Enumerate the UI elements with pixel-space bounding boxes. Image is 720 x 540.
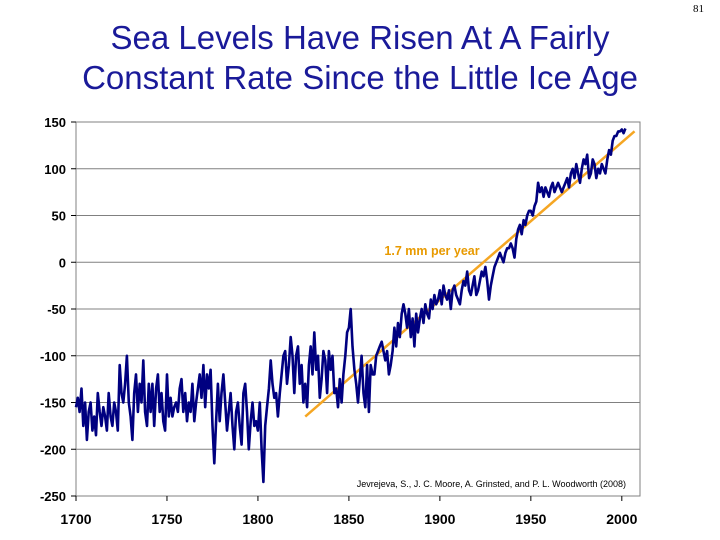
y-tick-label: 150: [44, 115, 66, 130]
title-line-2: Constant Rate Since the Little Ice Age: [82, 59, 638, 96]
x-tick-label: 1800: [242, 511, 273, 527]
page-number: 81: [693, 3, 704, 15]
y-tick-label: 50: [52, 209, 66, 224]
x-tick-label: 1750: [151, 511, 182, 527]
x-tick-label: 2000: [606, 511, 637, 527]
x-tick-label: 1950: [515, 511, 546, 527]
trend-label: 1.7 mm per year: [384, 244, 479, 258]
y-tick-label: -50: [47, 302, 66, 317]
grid-lines: [76, 121, 640, 497]
y-tick-label: 100: [44, 162, 66, 177]
slide-title: Sea Levels Have Risen At A Fairly Consta…: [0, 18, 720, 98]
title-line-1: Sea Levels Have Risen At A Fairly: [110, 19, 610, 56]
y-tick-label: -100: [40, 349, 66, 364]
y-tick-label: -200: [40, 442, 66, 457]
y-tick-label: 0: [59, 255, 66, 270]
y-axis: 150 100 50 0 -50 -100 -150 -200 -250: [40, 115, 76, 504]
x-tick-label: 1900: [424, 511, 455, 527]
y-tick-label: -250: [40, 489, 66, 504]
x-axis: 1700 1750 1800 1850 1900 1950 2000: [60, 496, 638, 527]
x-tick-label: 1700: [60, 511, 91, 527]
y-tick-label: -150: [40, 396, 66, 411]
sea-level-series-line: [74, 128, 627, 484]
x-tick-label: 1850: [333, 511, 364, 527]
source-note: Jevrejeva, S., J. C. Moore, A. Grinsted,…: [357, 479, 626, 489]
